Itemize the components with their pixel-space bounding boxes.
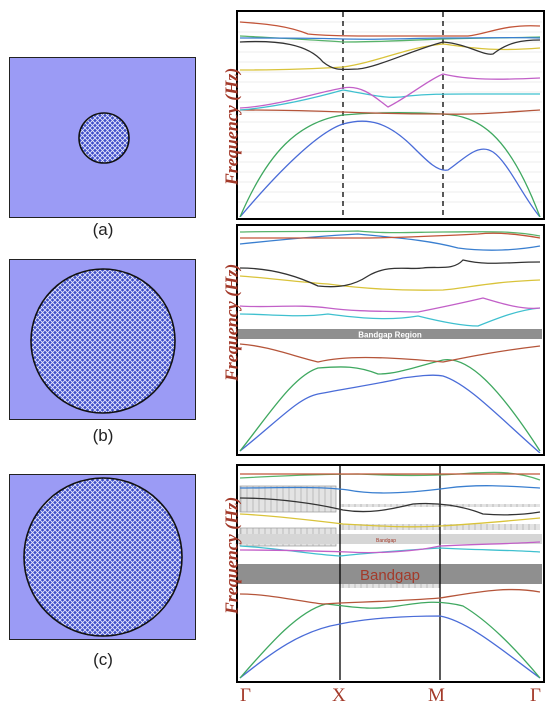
band-1: [239, 615, 541, 679]
band-8: [239, 471, 541, 481]
band-7: [239, 259, 541, 288]
band-2: [239, 359, 541, 452]
unit-cell-a: [9, 57, 196, 218]
band-6: [239, 43, 541, 71]
band-plot-c-svg: Bandgap Bandgap: [238, 466, 542, 680]
band-4: [239, 307, 541, 327]
band-10: [239, 21, 541, 37]
kpoint-m: M: [428, 685, 445, 706]
kpoint-gamma-start: Γ: [240, 685, 251, 706]
band-plot-b-svg: Bandgap Region: [238, 230, 542, 454]
band-6: [239, 513, 541, 528]
band-5: [239, 73, 541, 109]
band-plot-a-svg: [238, 12, 542, 218]
inclusion-b: [30, 268, 176, 414]
inclusion-c: [23, 477, 183, 637]
kpoint-gamma-end: Γ: [530, 685, 541, 706]
band-6: [239, 275, 541, 291]
kpoint-x: X: [332, 685, 346, 706]
band-1: [239, 120, 541, 218]
inclusion-a: [78, 112, 130, 164]
label-c: (c): [93, 650, 113, 669]
band-7: [239, 39, 541, 71]
band-plot-c: Bandgap Bandgap: [236, 464, 545, 683]
y-axis-label-a: Frequency (Hz): [221, 67, 242, 186]
bandgap-region-b: [238, 329, 542, 339]
small-bandgap-c: [238, 534, 542, 544]
small-bandgap-label: Bandgap: [376, 538, 396, 544]
band-7: [239, 497, 541, 516]
bandgap-region-c: [238, 564, 542, 584]
label-a: (a): [92, 220, 114, 239]
bandgap-region-label: Bandgap Region: [358, 331, 422, 340]
band-3: [239, 109, 541, 115]
y-axis-label-c: Frequency (Hz): [221, 496, 242, 615]
band-3: [239, 588, 541, 605]
band-10: [240, 232, 541, 239]
band-plot-b: Bandgap Region: [236, 224, 545, 456]
band-5: [239, 297, 541, 313]
band-4: [239, 89, 540, 111]
band-2: [239, 111, 541, 218]
band-8: [239, 230, 541, 237]
band-2: [239, 601, 541, 679]
unit-cell-b: [9, 259, 196, 420]
bandgap-label: Bandgap: [360, 567, 420, 584]
band-1: [239, 374, 541, 454]
band-9: [239, 36, 541, 40]
y-axis-label-b: Frequency (Hz): [221, 263, 242, 382]
label-b: (b): [92, 426, 114, 445]
band-9: [239, 233, 541, 251]
band-5: [239, 541, 541, 554]
band-9: [239, 485, 541, 494]
band-3: [239, 343, 541, 363]
band-plot-a: [236, 10, 545, 220]
unit-cell-c: [9, 474, 196, 640]
